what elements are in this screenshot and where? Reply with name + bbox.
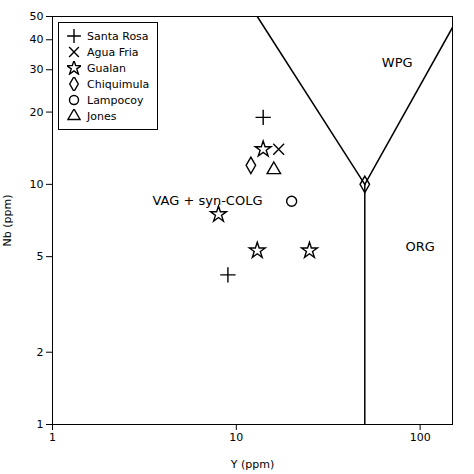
html-text:Lampocoy: Lampocoy — [87, 93, 144, 107]
svg-text:Y (ppm): Y (ppm) — [230, 458, 274, 471]
svg-text:50: 50 — [30, 10, 44, 23]
svg-text:ORG: ORG — [405, 239, 434, 254]
svg-text:10: 10 — [30, 178, 44, 191]
svg-text:2: 2 — [37, 346, 44, 359]
html-text:Santa Rosa: Santa Rosa — [87, 29, 149, 43]
svg-text:40: 40 — [30, 33, 44, 46]
svg-text:20: 20 — [30, 106, 44, 119]
svg-text:10: 10 — [229, 431, 243, 444]
html-text:Chiquimula: Chiquimula — [87, 77, 150, 91]
svg-text:5: 5 — [37, 250, 44, 263]
svg-text:100: 100 — [410, 431, 431, 444]
svg-text:Nb (ppm): Nb (ppm) — [1, 195, 14, 247]
html-text:Agua Fria: Agua Fria — [87, 45, 139, 59]
svg-text:1: 1 — [37, 418, 44, 431]
svg-text:1: 1 — [49, 431, 56, 444]
html-text:Gualan: Gualan — [87, 61, 126, 75]
svg-text:30: 30 — [30, 63, 44, 76]
html-text:Jones: Jones — [87, 109, 117, 123]
svg-text:WPG: WPG — [382, 55, 413, 70]
svg-text:VAG + syn-COLG: VAG + syn-COLG — [153, 193, 263, 208]
